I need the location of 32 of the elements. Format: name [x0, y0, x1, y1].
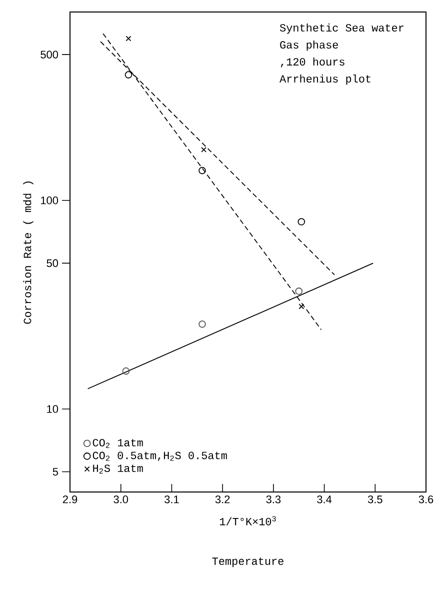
annotation: Gas phase — [280, 40, 338, 51]
point — [198, 320, 206, 328]
y-tick-label: 5 — [52, 468, 58, 476]
point — [126, 36, 132, 42]
point — [122, 367, 130, 375]
text: Temperature — [212, 558, 284, 568]
legend-label: H$_{2}$S 1atm — [93, 464, 143, 474]
x-tick-label: 3.4 — [317, 496, 332, 504]
point — [298, 218, 306, 226]
annotation: Arrhenius plot — [280, 74, 370, 85]
y-tick-label: 10 — [47, 405, 58, 413]
x-tick-label: 3.1 — [164, 496, 179, 504]
annotation: Synthetic Sea water — [280, 24, 404, 34]
point — [124, 71, 132, 78]
annotation: ,120 hours — [280, 58, 344, 68]
legend-label: CO$_{2}$ 1atm — [92, 438, 143, 448]
y-tick-label: 100 — [41, 196, 58, 204]
x-tick-label: 2.9 — [62, 496, 78, 504]
x-tick-label: 3.3 — [266, 496, 281, 504]
point — [295, 288, 303, 295]
x-tick-label: 3.6 — [418, 496, 434, 504]
point — [298, 304, 304, 310]
point — [198, 166, 206, 174]
y-tick-label: 500 — [40, 50, 58, 58]
x-tick-label: 3.0 — [114, 496, 128, 504]
legend-label: CO$_{2}$ 0.5atm,H$_{2}$S 0.5atm — [92, 452, 227, 462]
y-tick-label: 50 — [46, 259, 58, 268]
x-axis-title: 1/T°K×10$^{3}$ — [220, 516, 276, 526]
x-tick-label: 3.5 — [368, 496, 382, 504]
point — [201, 146, 206, 152]
x-tick-label: 3.2 — [215, 496, 230, 504]
y-axis-title: Corrosion Rate ( mdd ) — [23, 182, 34, 324]
